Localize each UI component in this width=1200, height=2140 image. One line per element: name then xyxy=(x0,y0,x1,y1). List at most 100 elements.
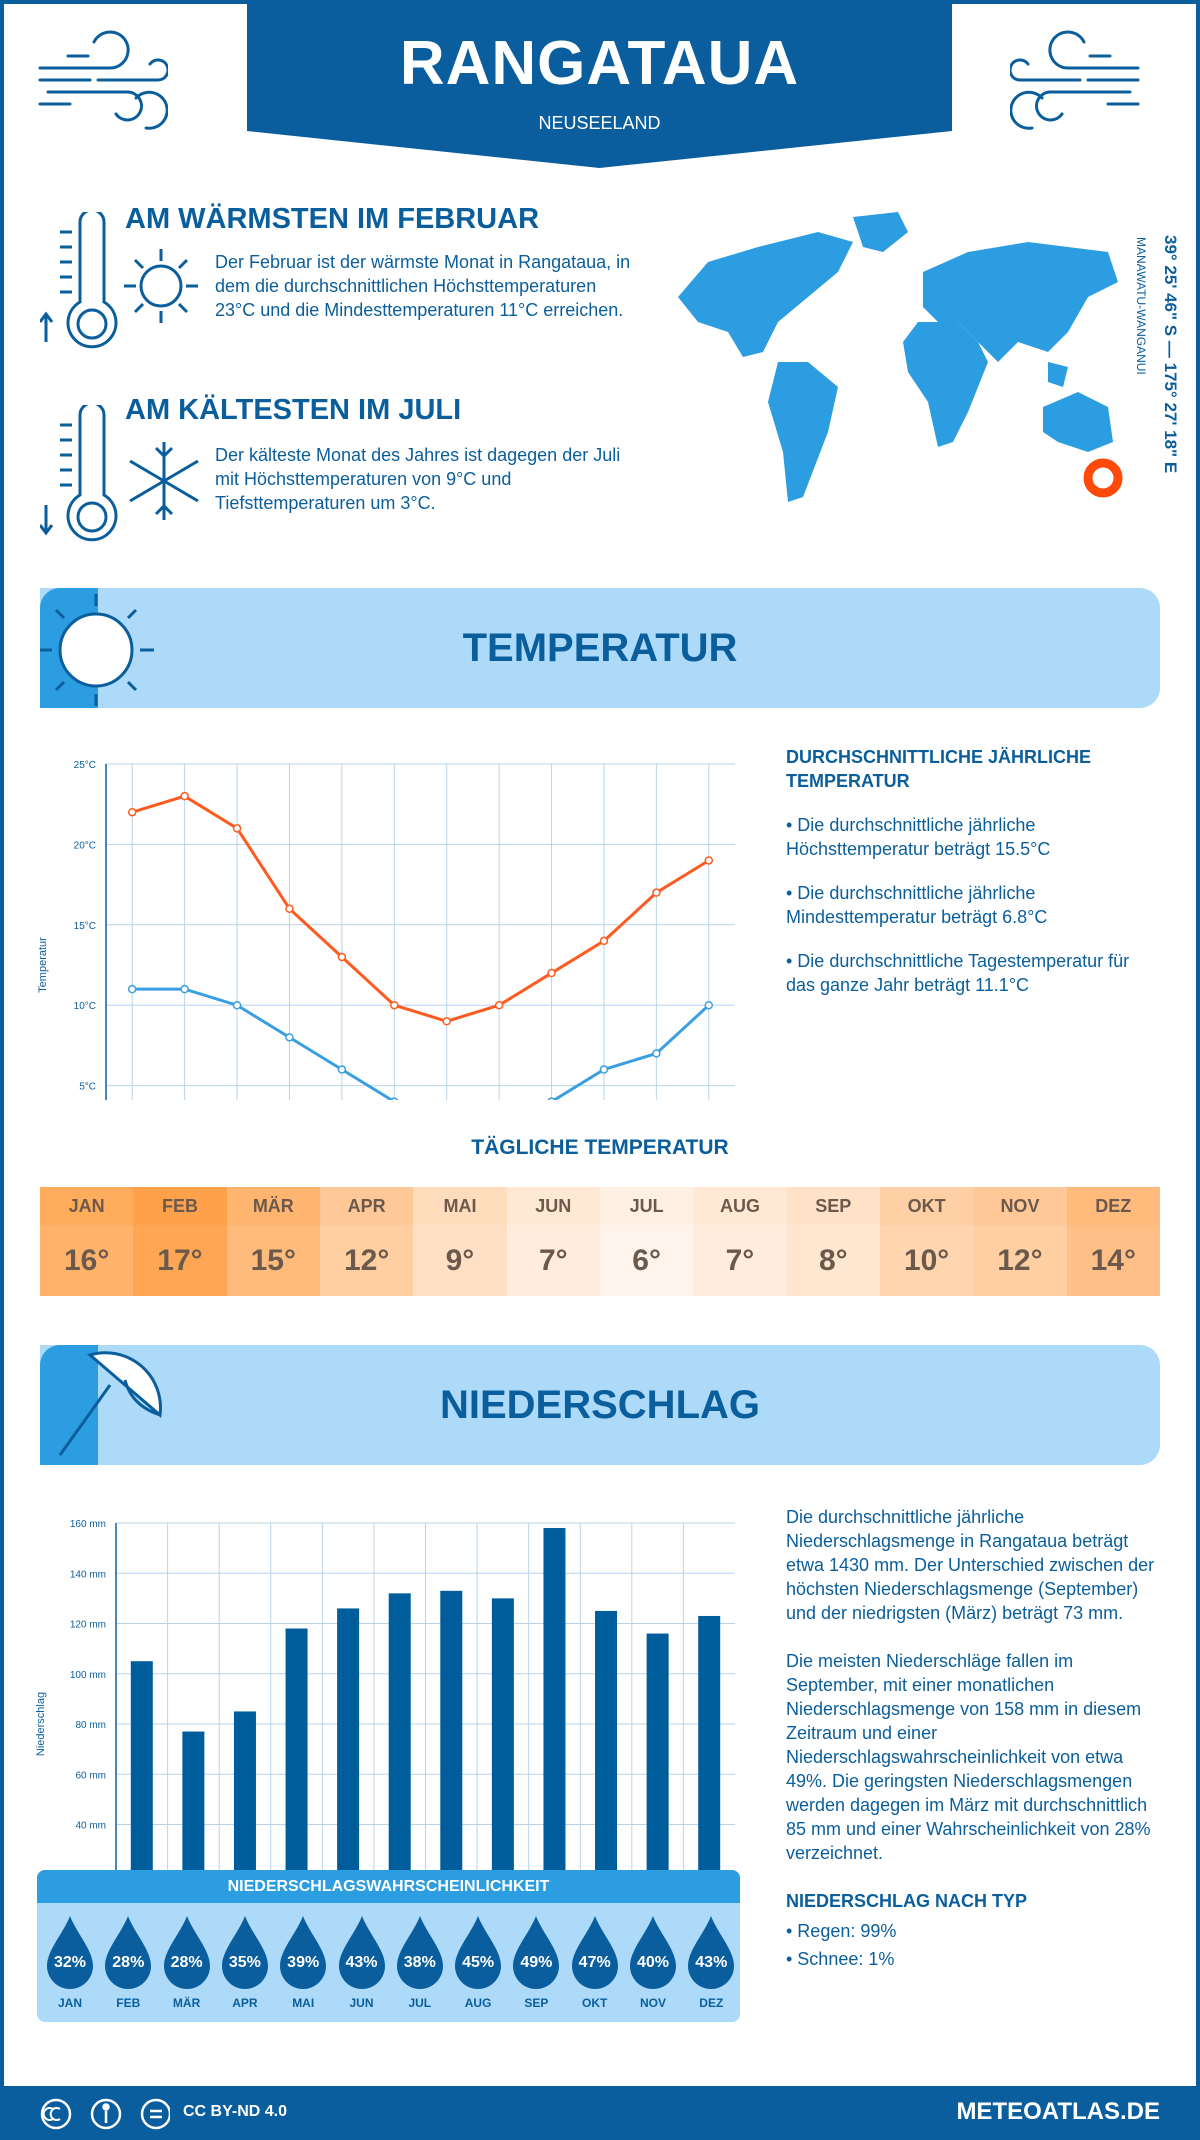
annual-temp-column: DURCHSCHNITTLICHE JÄHRLICHE TEMPERATUR •… xyxy=(786,745,1156,997)
probability-value: 43% xyxy=(695,1954,728,1971)
data-point xyxy=(180,791,189,801)
bar xyxy=(285,1628,308,1925)
precipitation-probability-panel: NIEDERSCHLAGSWAHRSCHEINLICHKEIT 32% JAN 28… xyxy=(37,1870,740,2022)
site-link[interactable]: METEOATLAS.DE xyxy=(956,2098,1160,2125)
probability-title: NIEDERSCHLAGSWAHRSCHEINLICHKEIT xyxy=(37,1870,740,1903)
daily-temp-value: 7° xyxy=(506,1225,600,1296)
daily-month-label: AUG xyxy=(693,1187,787,1225)
bar xyxy=(388,1593,411,1925)
y-tick-label: 160 mm xyxy=(70,1519,106,1530)
city-title: RANGATAUA xyxy=(399,29,800,98)
probability-drop: 32% JAN xyxy=(43,1914,97,2014)
daily-temp-value: 8° xyxy=(786,1225,880,1296)
series-line xyxy=(132,987,710,1100)
daily-month-label: APR xyxy=(319,1187,414,1225)
temperature-banner: TEMPERATUR xyxy=(40,588,1160,708)
wind-icon xyxy=(38,30,168,130)
probability-value: 28% xyxy=(170,1954,203,1971)
daily-month-label: FEB xyxy=(133,1187,227,1225)
probability-month: SEP xyxy=(524,1996,549,2010)
probability-drop: 43% JUN xyxy=(335,1914,389,2014)
bar xyxy=(698,1615,721,1925)
raindrop-icon xyxy=(105,1916,152,1989)
probability-value: 28% xyxy=(112,1954,145,1971)
probability-month: DEZ xyxy=(699,1996,724,2010)
probability-month: MAI xyxy=(292,1996,315,2010)
probability-month: OKT xyxy=(582,1996,608,2010)
daily-temperature-table: JAN FEB MÄR APR MAI JUN JUL AUG SEP OKT NOV DEZ 16° 1… xyxy=(40,1187,1160,1296)
probability-value: 35% xyxy=(228,1954,261,1971)
probability-drop: 28% MÄR xyxy=(160,1914,214,2014)
daily-temp-value: 14° xyxy=(1066,1225,1160,1296)
daily-temp-value: 7° xyxy=(693,1225,787,1296)
header-banner xyxy=(247,0,952,168)
temperature-chart: 0°C5°C10°C15°C20°C25°CJanFebMärAprMaiJun… xyxy=(37,760,735,1100)
raindrop-icon xyxy=(221,1916,268,1989)
precipitation-title: NIEDERSCHLAG xyxy=(439,1383,761,1427)
probability-drop: 39% MAI xyxy=(276,1914,330,2014)
data-point xyxy=(337,1065,347,1074)
probability-drop: 35% APR xyxy=(218,1914,272,2014)
license-label: CC BY-ND 4.0 xyxy=(183,2103,288,2120)
annual-temp-title: DURCHSCHNITTLICHE JÄHRLICHE TEMPERATUR xyxy=(786,747,1091,791)
daily-month-label: JUL xyxy=(599,1187,694,1225)
temperature-title: TEMPERATUR xyxy=(462,626,738,670)
data-point xyxy=(180,984,189,994)
daily-temp-value: 17° xyxy=(133,1225,227,1296)
probability-month: JAN xyxy=(57,1996,82,2010)
raindrop-icon xyxy=(396,1916,443,1989)
daily-month-label: OKT xyxy=(879,1187,974,1225)
bar xyxy=(337,1608,360,1925)
daily-temp-value: 10° xyxy=(879,1225,974,1296)
precip-detail-text: Die meisten Niederschläge fallen im Sept… xyxy=(786,1651,1151,1863)
probability-month: APR xyxy=(232,1996,258,2010)
raindrop-icon xyxy=(280,1916,327,1989)
data-point xyxy=(285,904,294,913)
coordinates: 39° 25' 46" S — 175° 27' 18" E xyxy=(1161,235,1180,474)
probability-drop: 47% OKT xyxy=(568,1914,622,2014)
cc-license-icons xyxy=(40,2098,170,2130)
daily-month-label: MÄR xyxy=(226,1187,320,1225)
y-tick-label: 120 mm xyxy=(70,1620,106,1631)
probability-month: AUG xyxy=(464,1996,492,2010)
data-point xyxy=(232,824,242,833)
probability-value: 43% xyxy=(345,1954,378,1971)
y-tick-label: 5°C xyxy=(79,1082,96,1093)
data-point xyxy=(285,1033,294,1042)
y-tick-label: 60 mm xyxy=(75,1770,106,1781)
probability-value: 38% xyxy=(403,1954,436,1971)
sun-icon xyxy=(124,249,198,323)
probability-drop: 49% SEP xyxy=(509,1914,563,2014)
probability-month: JUN xyxy=(349,1996,374,2010)
data-point xyxy=(337,952,347,962)
raindrop-icon xyxy=(571,1916,618,1989)
data-point xyxy=(127,984,137,994)
snowflake-icon xyxy=(129,442,199,520)
bar xyxy=(491,1598,514,1925)
probability-value: 47% xyxy=(578,1954,611,1971)
daily-temp-value: 16° xyxy=(40,1225,134,1296)
warmest-title: AM WÄRMSTEN IM FEBRUAR xyxy=(125,203,540,235)
precip-type-snow: • Schnee: 1% xyxy=(786,1949,895,1969)
data-point xyxy=(390,1000,399,1010)
daily-temp-title: TÄGLICHE TEMPERATUR xyxy=(471,1136,729,1159)
data-point xyxy=(390,1097,399,1100)
banner-corner xyxy=(40,1345,98,1465)
probability-value: 40% xyxy=(636,1954,670,1971)
bar xyxy=(543,1528,566,1925)
daily-month-label: MAI xyxy=(413,1187,507,1225)
raindrop-icon xyxy=(630,1916,676,1989)
raindrop-icon xyxy=(688,1916,735,1989)
probability-value: 32% xyxy=(53,1954,87,1971)
y-axis-label: Temperatur xyxy=(37,937,49,993)
probability-drop: 45% AUG xyxy=(451,1914,505,2014)
raindrop-icon xyxy=(513,1916,560,1989)
y-tick-label: 100 mm xyxy=(70,1670,106,1681)
annual-max-text: • Die durchschnittliche jährliche Höchst… xyxy=(786,815,1051,859)
probability-drop: 40% NOV xyxy=(626,1914,680,2014)
umbrella-icon xyxy=(58,1351,162,1456)
bar xyxy=(646,1633,669,1925)
raindrop-icon xyxy=(455,1916,502,1989)
data-point xyxy=(704,1000,714,1010)
y-axis-label: Niederschlag xyxy=(35,1692,47,1756)
